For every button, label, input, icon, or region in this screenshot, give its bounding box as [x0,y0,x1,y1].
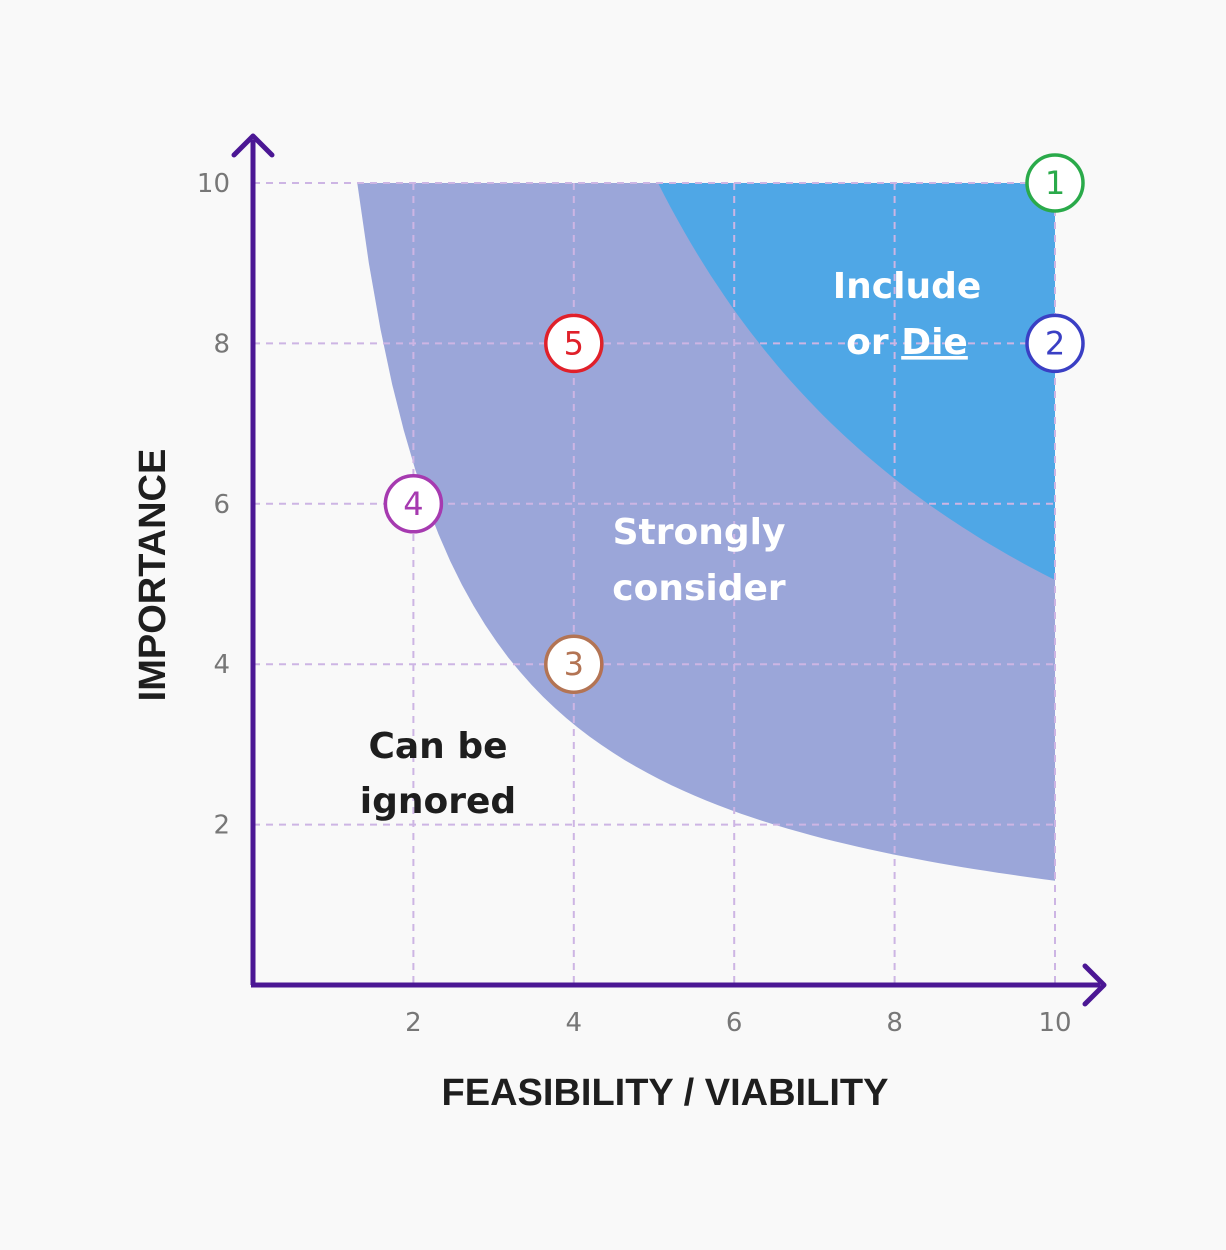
label-strongly-consider-line: consider [612,568,786,609]
x-tick-label: 6 [726,1008,743,1038]
y-axis-title: IMPORTANCE [132,449,174,702]
point-label: 3 [564,645,584,683]
region-labels-layer: Can be ignored Strongly consider Include or D… [360,266,981,822]
regions-layer [357,183,1055,881]
y-tick-label: 6 [213,490,230,520]
point-marker [1025,313,1085,374]
y-tick-label: 4 [213,650,230,680]
point-label: 2 [1045,324,1065,362]
y-tick-label: 10 [197,169,230,199]
point-marker [544,634,604,694]
y-tick-label: 2 [213,811,230,841]
x-tick-label: 2 [405,1008,422,1038]
point-label: 5 [564,324,584,362]
points-layer: 1 2 3 4 5 [383,153,1085,694]
data-point-5: 5 [544,313,604,374]
axes-layer [231,133,1107,1007]
label-strongly-consider-line: Strongly [613,512,786,553]
underlined-word: Die [901,322,968,363]
data-point-3: 3 [544,634,604,694]
x-tick-label: 10 [1038,1008,1071,1038]
point-label: 1 [1045,164,1065,202]
label-can-be-ignored-line: Can be [368,726,507,767]
point-label: 4 [403,485,423,523]
x-axis-arrow [1082,963,1107,1007]
x-tick-label: 4 [566,1008,583,1038]
point-marker [1025,153,1085,213]
label-include-or-die-line: Include [833,266,982,307]
label-can-be-ignored-line: ignored [360,781,516,822]
x-axis-title: FEASIBILITY / VIABILITY [442,1072,889,1114]
y-axis-arrow [231,133,275,158]
region-include-or-die [658,183,1055,580]
ticks-layer: 2 4 6 8 10 2 4 6 8 10 [197,169,1072,1038]
y-tick-label: 8 [213,329,230,359]
data-point-4: 4 [383,474,444,534]
point-marker [383,474,444,534]
data-point-2: 2 [1025,313,1085,374]
point-marker [544,313,604,374]
data-point-1: 1 [1025,153,1085,213]
x-tick-label: 8 [886,1008,903,1038]
label-include-or-die-line: or Die [846,322,968,363]
